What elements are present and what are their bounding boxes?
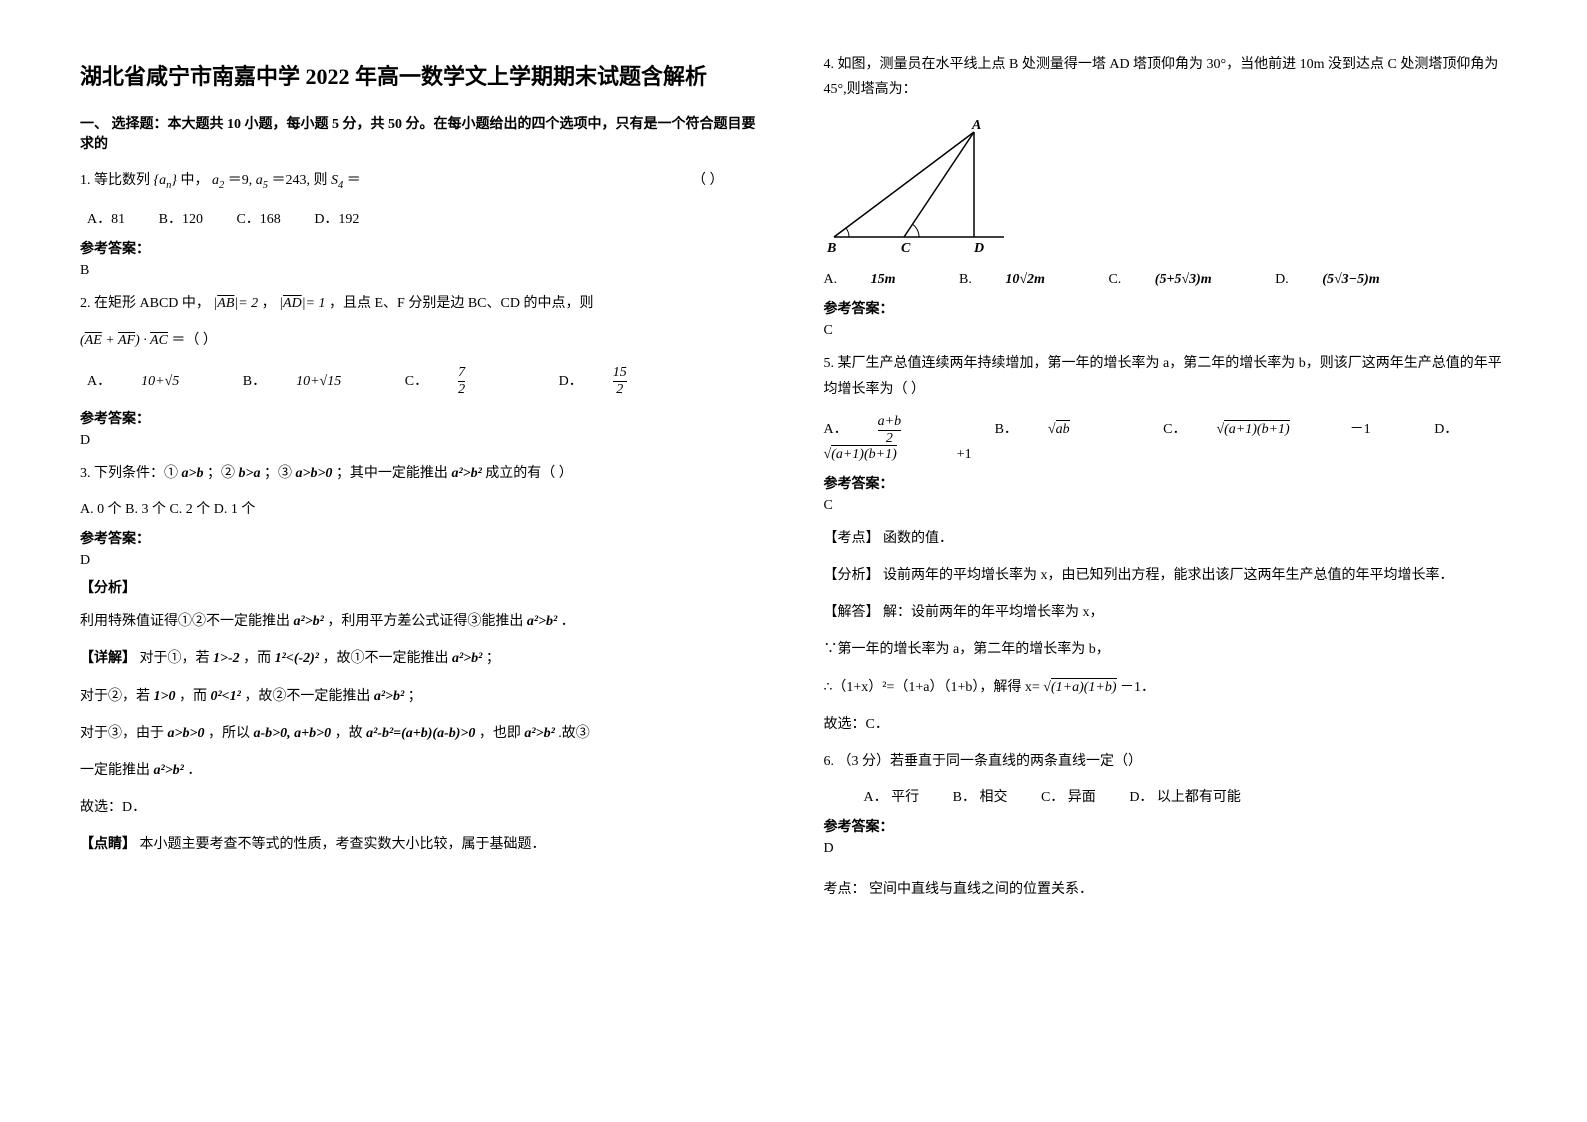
q5-fenxi: 【分析】 设前两年的平均增长率为 x，由已知列出方程，能求出该厂这两年生产总值的… [824,563,1508,588]
q5-jieda2: ∵第一年的增长率为 a，第二年的增长率为 b， [824,637,1508,662]
q1-text: 1. 等比数列 [80,173,150,188]
question-5: 5. 某厂生产总值连续两年持续增加，第一年的增长率为 a，第二年的增长率为 b，… [824,351,1508,401]
svg-text:D: D [973,241,984,256]
q2-text4: ＝（ ） [171,333,217,348]
q4-opt-b: B. 10√2m [959,272,1075,287]
q3-detail4: 一定能推出 a²>b² ． [80,758,764,783]
q3-answer-label: 参考答案： [80,528,764,548]
section-1-title: 一、 选择题：本大题共 10 小题，每小题 5 分，共 50 分。在每小题给出的… [80,113,764,153]
svg-text:A: A [971,118,981,133]
exam-title: 湖北省咸宁市南嘉中学 2022 年高一数学文上学期期末试题含解析 [80,60,764,93]
q6-options: A． 平行 B． 相交 C． 异面 D． 以上都有可能 [864,786,1508,806]
q3-detail3: 对于③，由于 a>b>0 ，所以 a-b>0, a+b>0 ，故 a²-b²=(… [80,721,764,746]
q3-conclusion: 故选：D． [80,795,764,820]
q3-result: a²>b² [451,466,481,481]
q5-jieda3: ∴（1+x）²=（1+a）（1+b），解得 x= √(1+a)(1+b) －1． [824,675,1508,700]
q3-analysis-label: 【分析】 [80,577,764,597]
q1-opt-a: A．81 [87,212,125,227]
q6-opt-b: B． 相交 [953,790,1008,805]
q5-opt-a: A．a+b2 [824,422,962,437]
q4-opt-d: D. (5√3−5)m [1275,272,1410,287]
q1-text2: 中， [180,173,208,188]
q5-opt-c: C．√(a+1)(b+1)－1 [1163,422,1401,437]
q3-c2: b>a [238,466,260,481]
q5-opt-b: B．√ab [995,422,1130,437]
svg-text:C: C [901,241,911,256]
q2-answer-label: 参考答案： [80,408,764,428]
q3-analysis: 利用特殊值证得①②不一定能推出 a²>b² ，利用平方差公式证得③能推出 a²>… [80,609,764,634]
q2-text: 2. 在矩形 ABCD 中， [80,296,210,311]
q1-paren: （ ） [692,168,724,193]
q6-opt-a: A． 平行 [864,790,920,805]
q3-detail2: 对于②，若 1>0 ，而 0²<1² ，故②不一定能推出 a²>b² ； [80,684,764,709]
q3-text3: ；③ [264,466,292,481]
svg-text:B: B [826,241,836,256]
q5-jieda: 【解答】 解：设前两年的年平均增长率为 x， [824,600,1508,625]
q2-expr: (AE + AF) · AC [80,333,168,348]
q1-a2: a2 [212,173,224,188]
q1-text4: ＝243, 则 [271,173,327,188]
q6-answer: D [824,841,1508,857]
q2-text2: ， [262,296,276,311]
q6-answer-label: 参考答案： [824,816,1508,836]
right-column: 4. 如图，测量员在水平线上点 B 处测量得一塔 AD 塔顶仰角为 30°，当他… [824,40,1508,914]
q6-opt-d: D． 以上都有可能 [1129,790,1241,805]
q2-opt-a: A．10+√5 [87,374,209,389]
q4-opt-c: C. (5+5√3)m [1108,272,1241,287]
q3-point: 【点睛】 本小题主要考查不等式的性质，考查实数大小比较，属于基础题． [80,832,764,857]
q4-answer-label: 参考答案： [824,298,1508,318]
q3-c1: a>b [182,466,204,481]
q4-options: A. 15m B. 10√2m C. (5+5√3)m D. (5√3−5)m [824,272,1508,288]
q2-cont: (AE + AF) · AC ＝（ ） [80,328,764,353]
q2-text3: ，且点 E、F 分别是边 BC、CD 的中点，则 [329,296,593,311]
q5-kaodian: 【考点】 函数的值． [824,526,1508,551]
q1-opt-c: C．168 [236,212,280,227]
q3-text2: ；② [207,466,235,481]
q1-answer-label: 参考答案： [80,238,764,258]
q5-answer: C [824,498,1508,514]
q2-answer: D [80,433,764,449]
left-column: 湖北省咸宁市南嘉中学 2022 年高一数学文上学期期末试题含解析 一、 选择题：… [80,40,764,914]
q6-kaodian: 考点： 空间中直线与直线之间的位置关系． [824,877,1508,902]
q1-opt-b: B．120 [159,212,203,227]
q2-ab: |AB|= 2 [213,296,258,311]
q1-answer: B [80,263,764,279]
q4-answer: C [824,323,1508,339]
question-1: 1. 等比数列 {an} 中， a2 ＝9, a5 ＝243, 则 S4 ＝ （… [80,168,764,196]
question-4: 4. 如图，测量员在水平线上点 B 处测量得一塔 AD 塔顶仰角为 30°，当他… [824,52,1508,102]
question-6: 6. （3 分）若垂直于同一条直线的两条直线一定（） [824,749,1508,774]
q3-text4: ；其中一定能推出 [336,466,448,481]
q3-options: A. 0 个 B. 3 个 C. 2 个 D. 1 个 [80,498,764,518]
q3-text5: 成立的有（ ） [485,466,573,481]
q2-opt-c: C．72 [405,374,525,389]
question-3: 3. 下列条件：① a>b ；② b>a ；③ a>b>0 ；其中一定能推出 a… [80,461,764,486]
q2-options: A．10+√5 B．10+√15 C．72 D．152 [80,365,764,398]
question-2: 2. 在矩形 ABCD 中， |AB|= 2 ， |AD|= 1 ，且点 E、F… [80,291,764,316]
q1-opt-d: D．192 [314,212,359,227]
q3-detail: 【详解】 对于①，若 1>-2 ，而 1²<(-2)² ，故①不一定能推出 a²… [80,646,764,671]
q2-opt-b: B．10+√15 [243,374,371,389]
q5-options: A．a+b2 B．√ab C．√(a+1)(b+1)－1 D．√(a+1)(b+… [824,414,1508,463]
q5-jieda4: 故选：C． [824,712,1508,737]
q1-seq: {an} [154,173,177,188]
q1-s4: S4 [331,173,343,188]
q5-answer-label: 参考答案： [824,473,1508,493]
q1-text5: ＝ [347,173,361,188]
q3-answer: D [80,553,764,569]
q6-opt-c: C． 异面 [1041,790,1096,805]
q3-text: 3. 下列条件：① [80,466,178,481]
q1-a5: a5 [256,173,268,188]
q1-text3: ＝9, [228,173,253,188]
q4-opt-a: A. 15m [824,272,926,287]
q2-ad: |AD|= 1 [279,296,325,311]
q3-c3: a>b>0 [295,466,332,481]
q2-opt-d: D．152 [559,374,687,389]
tower-diagram: A B C D [824,117,1024,257]
q1-options: A．81 B．120 C．168 D．192 [80,208,764,228]
